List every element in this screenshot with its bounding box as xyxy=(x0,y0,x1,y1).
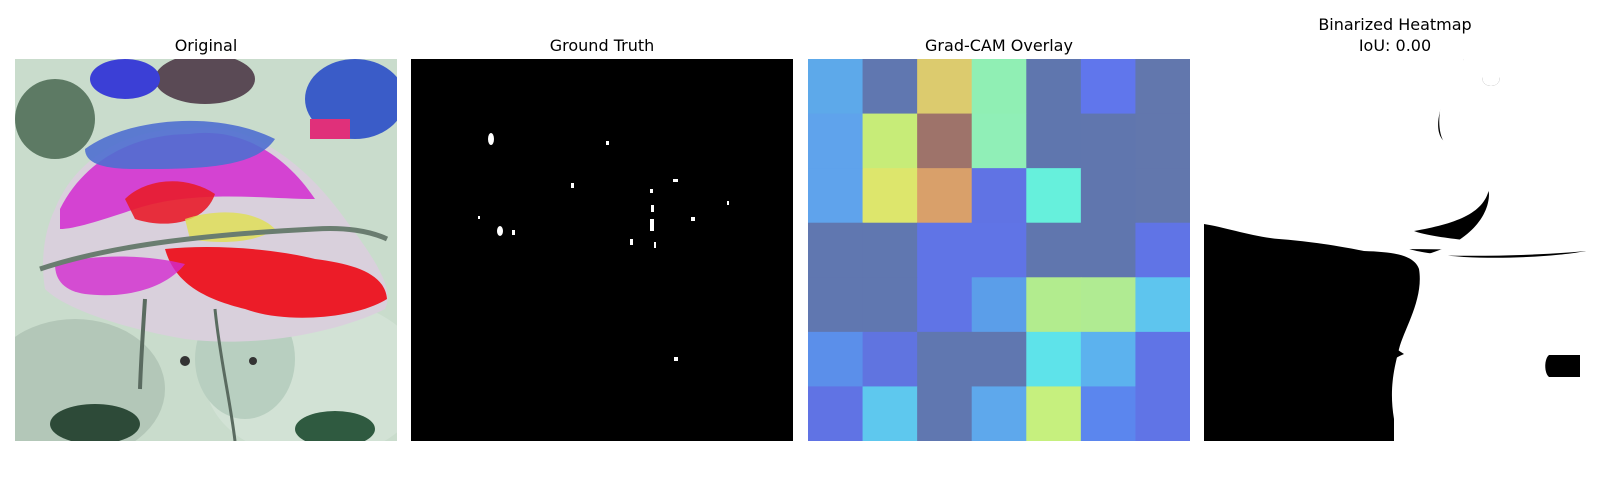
gradcam-cell xyxy=(1026,59,1082,115)
gradcam-cell xyxy=(808,59,864,115)
gradcam-cell xyxy=(1026,168,1082,224)
gradcam-cell xyxy=(1026,386,1082,441)
gradcam-cell xyxy=(1135,168,1190,224)
gradcam-cell xyxy=(862,222,918,278)
gradcam-cell xyxy=(917,168,973,224)
gradcam-cell xyxy=(862,168,918,224)
gradcam-cell xyxy=(971,331,1027,388)
gradcam-cell xyxy=(917,222,973,278)
panel-title-original: Original xyxy=(174,36,238,55)
gradcam-cell xyxy=(808,331,864,388)
gradcam-cell xyxy=(1135,277,1190,333)
gradcam-cell xyxy=(1080,113,1137,169)
gradcam-cell xyxy=(917,59,973,115)
gradcam-cell xyxy=(1080,386,1137,441)
gradcam-cell xyxy=(1026,277,1082,333)
gradcam-cell xyxy=(1080,168,1137,224)
gradcam-cell xyxy=(1026,113,1082,169)
gradcam-cell xyxy=(1135,59,1190,115)
original-leaf-image xyxy=(15,59,397,441)
gradcam-cell xyxy=(1080,59,1137,115)
gradcam-cell xyxy=(917,113,973,169)
gradcam-cell xyxy=(808,113,864,169)
gradcam-cell xyxy=(917,277,973,333)
gradcam-cell xyxy=(1026,331,1082,388)
gradcam-cell xyxy=(1135,331,1190,388)
gradcam-cell xyxy=(808,168,864,224)
gradcam-cell xyxy=(808,277,864,333)
gradcam-cell xyxy=(1026,222,1082,278)
gradcam-cell xyxy=(862,59,918,115)
panel-title-binarized: Binarized Heatmap xyxy=(1318,15,1472,34)
gradcam-cell xyxy=(862,331,918,388)
gradcam-cell xyxy=(971,386,1027,441)
gradcam-cell xyxy=(808,222,864,278)
gradcam-overlay-grid xyxy=(808,59,1190,441)
gradcam-cell xyxy=(971,277,1027,333)
gradcam-cell xyxy=(917,386,973,441)
gradcam-cell xyxy=(971,168,1027,224)
iou-label: IoU: 0.00 xyxy=(1358,36,1432,55)
ground-truth-mask xyxy=(411,59,793,441)
gradcam-cell xyxy=(971,59,1027,115)
binarized-heatmap-mask xyxy=(1204,59,1586,441)
gradcam-cell xyxy=(971,222,1027,278)
gradcam-cell xyxy=(808,386,864,441)
gradcam-cell xyxy=(862,386,918,441)
gradcam-cell xyxy=(1080,331,1137,388)
panel-title-gradcam: Grad-CAM Overlay xyxy=(925,36,1073,55)
gradcam-cell xyxy=(1080,222,1137,278)
gradcam-cell xyxy=(1135,222,1190,278)
gradcam-cell xyxy=(862,277,918,333)
panel-title-ground-truth: Ground Truth xyxy=(549,36,655,55)
gradcam-cell xyxy=(862,113,918,169)
gradcam-cell xyxy=(971,113,1027,169)
gradcam-cell xyxy=(1080,277,1137,333)
gradcam-cell xyxy=(1135,386,1190,441)
gradcam-cell xyxy=(1135,113,1190,169)
gradcam-cell xyxy=(917,331,973,388)
